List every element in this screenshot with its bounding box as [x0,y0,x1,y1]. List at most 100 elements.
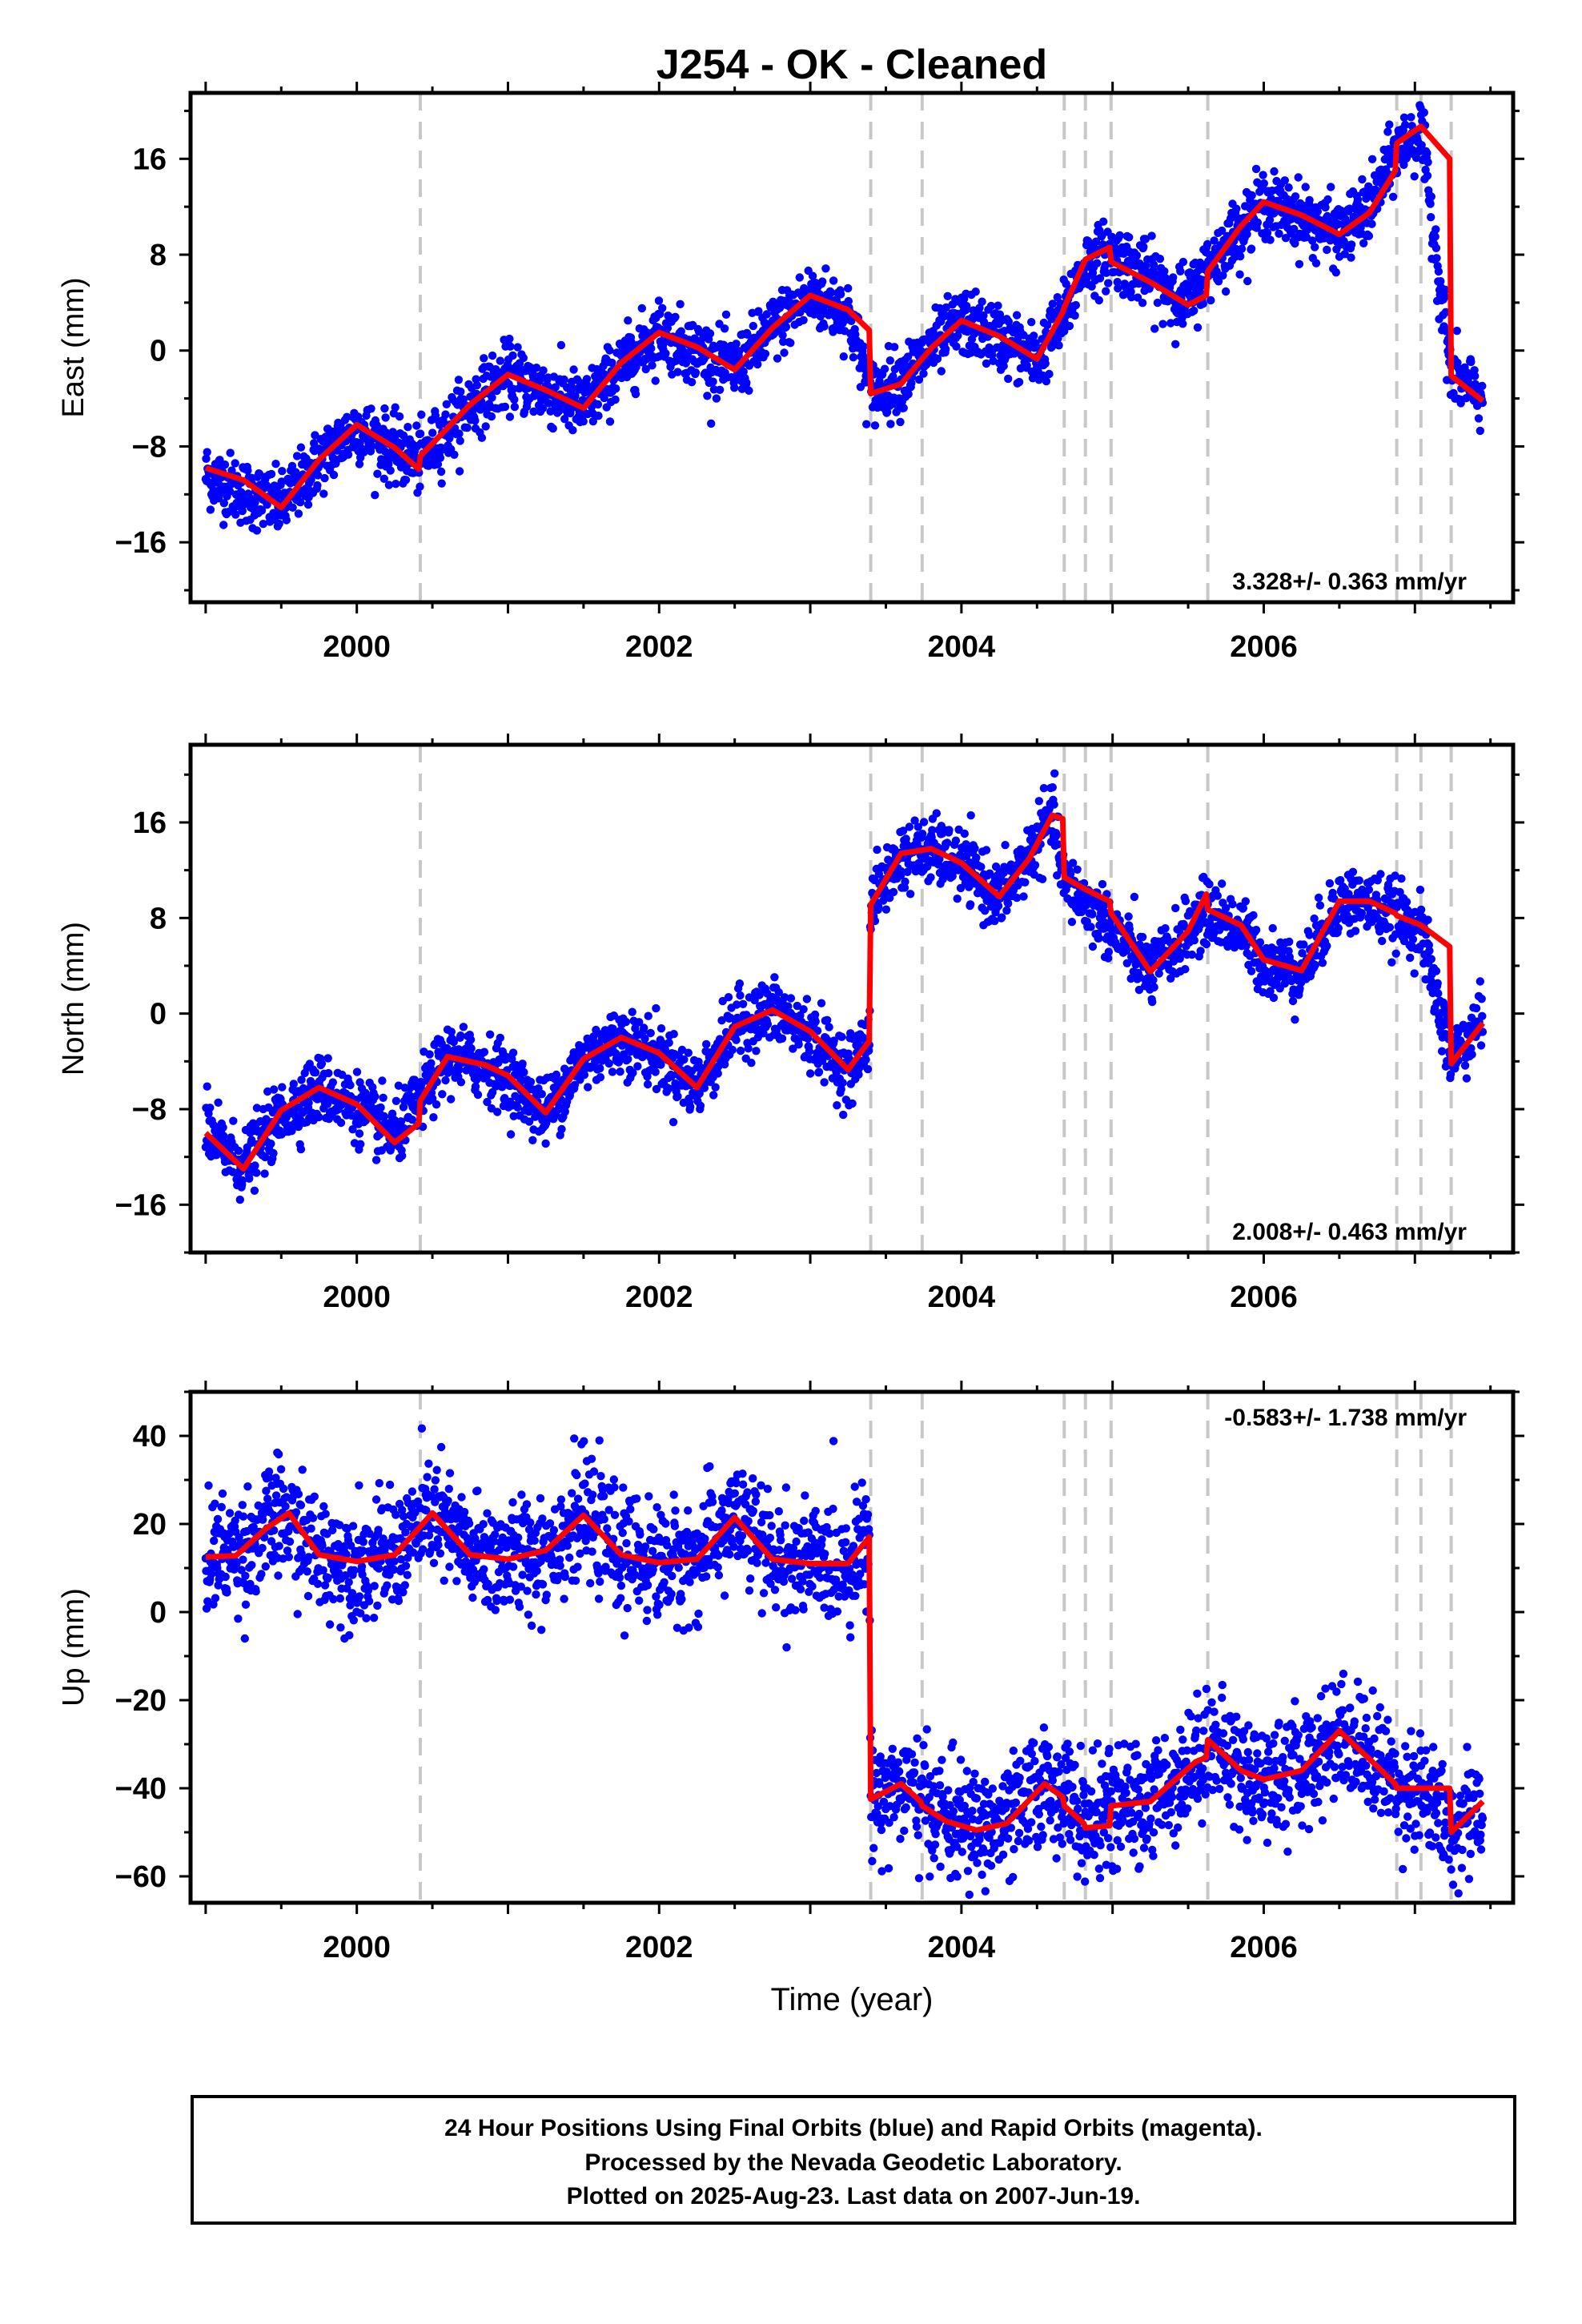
east-point [313,480,322,490]
east-point [243,466,252,475]
north-point [1104,954,1113,963]
east-point [1323,245,1331,255]
east-point [781,323,791,332]
north-point [263,1087,272,1096]
east-point [1431,243,1441,252]
north-point [1288,996,1298,1006]
east-point [914,375,924,384]
north-point [810,1010,820,1019]
east-point [942,303,951,312]
east-point [1071,300,1081,310]
north-point [1052,830,1061,840]
east-point [412,421,421,430]
north-point [251,1161,259,1170]
east-point [568,426,577,435]
north-point [646,1028,655,1038]
east-point [707,419,716,428]
east-point [859,342,868,351]
east-point [593,400,603,409]
north-point [1073,865,1082,875]
east-point [1401,120,1410,130]
east-point [219,521,228,529]
north-point [1242,942,1251,951]
east-point [1221,287,1231,296]
east-point [1275,229,1283,238]
north-point [616,1068,624,1076]
east-point [343,412,351,421]
east-point [821,264,830,273]
east-point [548,424,557,433]
east-point [404,423,412,432]
east-point [1147,231,1156,240]
east-point [1070,311,1079,320]
east-point [989,356,998,365]
north-point [261,1152,270,1162]
north-point [1230,943,1239,952]
east-point [267,469,276,479]
east-point [556,340,566,350]
east-point [732,340,741,348]
east-point [1030,332,1038,340]
east-point [1323,195,1332,204]
north-point [656,1060,665,1069]
east-point [1094,296,1104,305]
north-point [784,1002,793,1011]
north-point [614,1058,623,1067]
east-point [1353,195,1363,204]
east-point [1431,225,1440,234]
east-point [1259,179,1269,188]
north-point [1150,983,1158,991]
north-point [640,1034,649,1043]
east-point [391,403,400,412]
east-model-line [204,123,1485,511]
north-point [315,1112,323,1122]
east-point [647,344,656,353]
east-data-points [201,101,1488,535]
east-point [505,334,514,344]
north-point [289,1080,298,1088]
north-point [805,1047,814,1056]
north-point [1196,947,1205,955]
north-point [552,1070,561,1080]
north-point [584,1083,592,1092]
east-point [416,482,424,491]
east-point [1235,270,1244,279]
north-point [686,1102,695,1112]
east-point [1004,317,1014,326]
east-point [1399,113,1409,122]
north-point [287,1127,296,1136]
east-point [1388,192,1398,201]
east-point [721,310,731,319]
east-point [355,460,364,468]
north-point [789,1044,797,1053]
north-point [1149,975,1158,985]
east-point [1471,372,1480,380]
north-point [311,1068,320,1077]
east-point [942,344,950,354]
east-point [313,471,323,480]
north-point [677,1045,687,1055]
east-point [238,506,247,516]
north-point [889,887,898,897]
north-point [1187,950,1197,959]
north-point [580,1071,589,1080]
north-point [863,1064,873,1074]
north-point [1291,1015,1299,1024]
east-point [508,351,517,360]
east-point [719,340,729,349]
north-point [1099,903,1108,911]
north-point [1249,911,1258,920]
east-point [1125,233,1134,242]
east-point [994,301,1002,310]
east-point [1359,239,1368,247]
east-point [456,387,465,396]
north-point [513,1103,522,1112]
north-point [718,996,727,1006]
north-point [848,1099,857,1108]
north-point [1030,861,1040,870]
east-point [875,376,884,385]
north-point [467,1044,476,1053]
east-point [1114,283,1122,293]
north-point [735,979,745,988]
east-point [560,375,568,384]
